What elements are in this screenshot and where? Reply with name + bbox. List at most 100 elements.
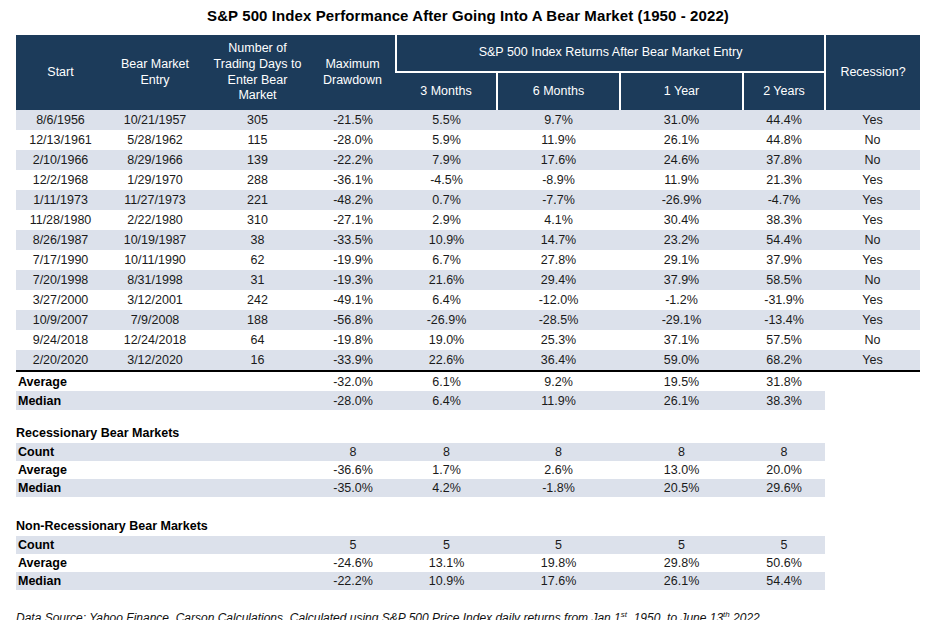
cell-6-months: 25.3%: [497, 330, 620, 350]
non-recessionary-table: Count55555Average-24.6%13.1%19.8%29.8%50…: [16, 536, 920, 590]
cell-1-year: 29.1%: [620, 250, 743, 270]
cell-max-drawdown: -24.6%: [310, 554, 396, 572]
section-row: Median-35.0%4.2%-1.8%20.5%29.6%: [16, 479, 920, 497]
cell-bear-market-entry: 8/29/1966: [105, 150, 205, 170]
cell-recession: [825, 443, 920, 461]
cell-recession: No: [825, 230, 920, 250]
cell-1-year: 11.9%: [620, 170, 743, 190]
row-label: Median: [16, 391, 310, 410]
cell-1-year: 24.6%: [620, 150, 743, 170]
cell-3-months: 1.7%: [396, 461, 497, 479]
cell-1-year: 8: [620, 443, 743, 461]
cell-6-months: 36.4%: [497, 350, 620, 371]
cell-max-drawdown: -48.2%: [310, 190, 396, 210]
cell-3-months: 0.7%: [396, 190, 497, 210]
cell-max-drawdown: -22.2%: [310, 572, 396, 590]
cell-6-months: 17.6%: [497, 150, 620, 170]
cell-3-months: 10.9%: [396, 230, 497, 250]
cell-max-drawdown: -28.0%: [310, 130, 396, 150]
cell-max-drawdown: 5: [310, 536, 396, 554]
cell-2-years: 57.5%: [743, 330, 825, 350]
column-header-max-drawdown: Maximum Drawdown: [310, 35, 396, 110]
cell-bear-market-entry: 10/21/1957: [105, 110, 205, 130]
cell-recession: Yes: [825, 190, 920, 210]
cell-6-months: 19.8%: [497, 554, 620, 572]
row-label: Average: [16, 371, 310, 391]
column-header-trading-days: Number of Trading Days to Enter Bear Mar…: [205, 35, 310, 110]
cell-max-drawdown: -33.9%: [310, 350, 396, 371]
cell-6-months: 11.9%: [497, 130, 620, 150]
table-row: 7/17/199010/11/199062-19.9%6.7%27.8%29.1…: [16, 250, 920, 270]
non-recessionary-table-body: Count55555Average-24.6%13.1%19.8%29.8%50…: [16, 536, 920, 590]
cell-trading-days: 310: [205, 210, 310, 230]
cell-2-years: 20.0%: [743, 461, 825, 479]
cell-bear-market-entry: 5/28/1962: [105, 130, 205, 150]
cell-6-months: 4.1%: [497, 210, 620, 230]
cell-2-years: 54.4%: [743, 572, 825, 590]
cell-max-drawdown: -33.5%: [310, 230, 396, 250]
cell-trading-days: 242: [205, 290, 310, 310]
summary-row: Average-32.0%6.1%9.2%19.5%31.8%: [16, 371, 920, 391]
cell-bear-market-entry: 11/27/1973: [105, 190, 205, 210]
cell-1-year: 5: [620, 536, 743, 554]
cell-recession: Yes: [825, 350, 920, 371]
cell-start: 7/17/1990: [16, 250, 105, 270]
cell-3-months: 7.9%: [396, 150, 497, 170]
cell-recession: Yes: [825, 210, 920, 230]
cell-6-months: -28.5%: [497, 310, 620, 330]
source-note-part2: , 1950, to June 13: [627, 611, 723, 620]
cell-trading-days: 31: [205, 270, 310, 290]
cell-1-year: 37.1%: [620, 330, 743, 350]
cell-6-months: -8.9%: [497, 170, 620, 190]
column-header-start: Start: [16, 35, 105, 110]
cell-start: 1/11/1973: [16, 190, 105, 210]
bear-market-table-container: Start Bear Market Entry Number of Tradin…: [16, 35, 920, 410]
table-row: 10/9/20077/9/2008188-56.8%-26.9%-28.5%-2…: [16, 310, 920, 330]
data-source-note: Data Source: Yahoo Finance, Carson Calcu…: [16, 610, 936, 620]
cell-start: 2/20/2020: [16, 350, 105, 371]
cell-recession: [825, 479, 920, 497]
cell-2-years: 29.6%: [743, 479, 825, 497]
section-row: Count88888: [16, 443, 920, 461]
cell-recession: [825, 371, 920, 391]
cell-6-months: 9.2%: [497, 371, 620, 391]
source-note-part1: Data Source: Yahoo Finance, Carson Calcu…: [16, 611, 621, 620]
cell-start: 7/20/1998: [16, 270, 105, 290]
source-note-part3: 2022.: [730, 611, 763, 620]
source-note-sup2: th: [723, 610, 730, 619]
cell-start: 11/28/1980: [16, 210, 105, 230]
cell-start: 12/13/1961: [16, 130, 105, 150]
cell-2-years: 37.8%: [743, 150, 825, 170]
cell-2-years: 54.4%: [743, 230, 825, 250]
cell-max-drawdown: -56.8%: [310, 310, 396, 330]
cell-max-drawdown: -21.5%: [310, 110, 396, 130]
table-body: 8/6/195610/21/1957305-21.5%5.5%9.7%31.0%…: [16, 110, 920, 371]
cell-bear-market-entry: 3/12/2001: [105, 290, 205, 310]
cell-6-months: 11.9%: [497, 391, 620, 410]
cell-max-drawdown: -36.6%: [310, 461, 396, 479]
cell-3-months: 19.0%: [396, 330, 497, 350]
cell-1-year: -1.2%: [620, 290, 743, 310]
cell-recession: No: [825, 270, 920, 290]
row-label: Average: [16, 554, 310, 572]
cell-3-months: 2.9%: [396, 210, 497, 230]
cell-recession: No: [825, 330, 920, 350]
cell-bear-market-entry: 2/22/1980: [105, 210, 205, 230]
cell-1-year: 37.9%: [620, 270, 743, 290]
cell-2-years: -13.4%: [743, 310, 825, 330]
cell-1-year: 29.8%: [620, 554, 743, 572]
table-header: Start Bear Market Entry Number of Tradin…: [16, 35, 920, 110]
page-title: S&P 500 Index Performance After Going In…: [0, 0, 936, 24]
cell-trading-days: 62: [205, 250, 310, 270]
column-header-3-months: 3 Months: [396, 72, 497, 110]
cell-2-years: 44.8%: [743, 130, 825, 150]
cell-6-months: -7.7%: [497, 190, 620, 210]
cell-trading-days: 115: [205, 130, 310, 150]
cell-max-drawdown: -28.0%: [310, 391, 396, 410]
recessionary-table-container: Count88888Average-36.6%1.7%2.6%13.0%20.0…: [16, 443, 920, 497]
cell-2-years: -31.9%: [743, 290, 825, 310]
cell-recession: Yes: [825, 310, 920, 330]
non-recessionary-table-container: Count55555Average-24.6%13.1%19.8%29.8%50…: [16, 536, 920, 590]
cell-6-months: -12.0%: [497, 290, 620, 310]
cell-6-months: 5: [497, 536, 620, 554]
